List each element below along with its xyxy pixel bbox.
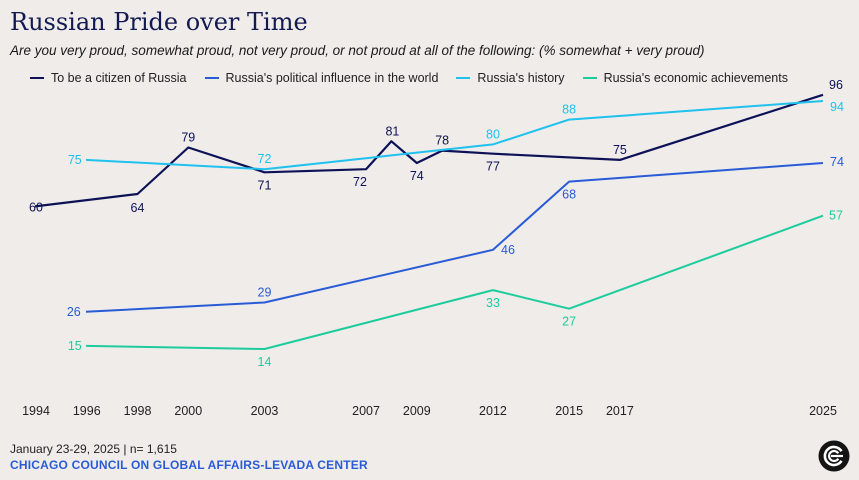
data-label: 74 <box>830 155 844 169</box>
data-label: 80 <box>486 127 500 141</box>
source-credit: CHICAGO COUNCIL ON GLOBAL AFFAIRS-LEVADA… <box>10 458 368 472</box>
data-label: 26 <box>67 305 81 319</box>
data-label: 72 <box>258 152 272 166</box>
x-tick-label: 2000 <box>174 404 202 418</box>
data-label: 68 <box>562 188 576 202</box>
series-line <box>34 93 824 208</box>
chart-title: Russian Pride over Time <box>10 8 308 36</box>
legend-label: Russia's history <box>477 71 565 85</box>
data-label: 27 <box>562 315 576 329</box>
data-label: 33 <box>486 296 500 310</box>
data-label: 77 <box>486 160 500 174</box>
x-tick-label: 1994 <box>22 404 50 418</box>
data-label: 14 <box>258 355 272 369</box>
x-tick-label: 1998 <box>124 404 152 418</box>
data-label: 81 <box>385 124 399 138</box>
data-label: 15 <box>68 339 82 353</box>
legend-label: To be a citizen of Russia <box>51 71 187 85</box>
data-label: 79 <box>181 131 195 145</box>
survey-date: January 23-29, 2025 | n= 1,615 <box>10 442 177 456</box>
data-label: 71 <box>258 178 272 192</box>
legend-label: Russia's political influence in the worl… <box>225 71 439 85</box>
data-label: 29 <box>258 286 272 300</box>
data-label: 78 <box>435 134 449 148</box>
legend-item-political-influence: Russia's political influence in the worl… <box>204 71 439 85</box>
data-label: 74 <box>410 169 424 183</box>
data-label: 64 <box>131 201 145 215</box>
data-label: 88 <box>562 103 576 117</box>
data-label: 75 <box>68 153 82 167</box>
x-tick-label: 2025 <box>809 404 837 418</box>
legend-swatch <box>30 76 44 80</box>
legend-item-citizen: To be a citizen of Russia <box>30 71 187 85</box>
x-tick-label: 2017 <box>606 404 634 418</box>
legend-item-history: Russia's history <box>456 71 565 85</box>
x-tick-label: 2015 <box>555 404 583 418</box>
legend-swatch <box>456 76 471 80</box>
data-label: 46 <box>501 243 515 257</box>
legend-swatch <box>582 76 597 80</box>
data-label: 57 <box>829 209 843 223</box>
data-label: 75 <box>613 143 627 157</box>
data-label: 72 <box>353 175 367 189</box>
chart-legend: To be a citizen of Russia Russia's polit… <box>30 71 788 85</box>
data-label: 60 <box>29 200 43 214</box>
x-tick-label: 2009 <box>403 404 431 418</box>
data-label: 94 <box>830 100 844 114</box>
chicago-council-logo-icon <box>818 440 850 472</box>
x-tick-label: 2003 <box>251 404 279 418</box>
x-tick-label: 2012 <box>479 404 507 418</box>
x-tick-label: 2007 <box>352 404 380 418</box>
series-line <box>85 162 824 313</box>
legend-swatch <box>204 76 219 80</box>
data-label: 96 <box>829 78 843 92</box>
chart-subtitle: Are you very proud, somewhat proud, not … <box>10 43 705 58</box>
series-line <box>85 214 824 350</box>
legend-item-economic: Russia's economic achievements <box>582 71 788 85</box>
legend-label: Russia's economic achievements <box>603 71 788 85</box>
x-tick-label: 1996 <box>73 404 101 418</box>
series-line <box>85 100 824 171</box>
